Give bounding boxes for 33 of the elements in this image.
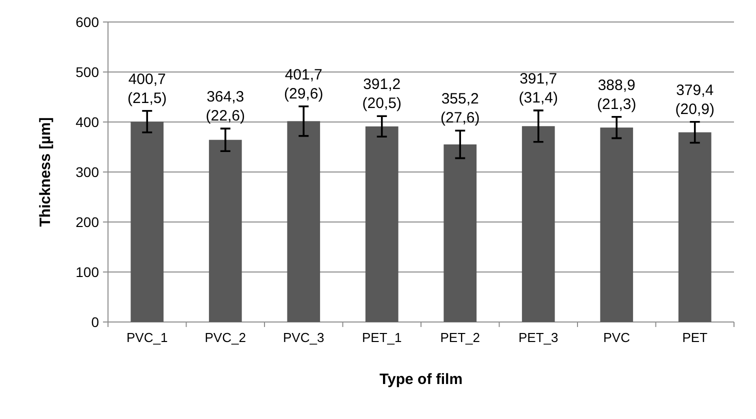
- data-label: 379,4 (20,9): [675, 82, 714, 118]
- bar: [130, 122, 164, 322]
- x-tick-label: PET_1: [362, 330, 402, 345]
- bar: [444, 144, 477, 322]
- bar: [678, 132, 712, 322]
- y-tick-label: 0: [91, 314, 100, 330]
- data-label: 388,9 (21,3): [597, 76, 636, 113]
- y-tick-label: 200: [76, 214, 100, 230]
- data-label: 391,7 (31,4): [518, 70, 558, 106]
- y-tick-label: 300: [76, 164, 100, 180]
- data-label: 401,7 (29,6): [284, 66, 324, 102]
- x-tick-label: PET_2: [440, 330, 480, 345]
- y-axis-title: Thickness [µm]: [37, 117, 54, 227]
- x-axis-title: Type of film: [379, 371, 463, 388]
- bar: [600, 128, 634, 322]
- x-tick-label: PVC_2: [204, 330, 246, 345]
- y-tick-label: 100: [76, 264, 100, 280]
- y-tick-label: 600: [76, 14, 100, 30]
- y-tick-label: 400: [76, 114, 100, 130]
- bar: [522, 126, 555, 322]
- data-label: 364,3 (22,6): [206, 88, 245, 125]
- x-tick-label: PVC_3: [283, 330, 324, 345]
- data-label: 355,2 (27,6): [440, 90, 480, 127]
- bar: [208, 140, 242, 322]
- x-tick-label: PVC: [603, 330, 630, 345]
- x-tick-label: PVC_1: [126, 330, 168, 345]
- bar: [287, 121, 320, 322]
- bar: [365, 126, 398, 322]
- y-tick-label: 500: [76, 64, 100, 80]
- data-label: 400,7 (21,5): [128, 70, 167, 107]
- x-tick-label: PET_3: [518, 330, 558, 345]
- x-tick-label: PET: [682, 330, 708, 345]
- data-label: 391,2 (20,5): [362, 76, 402, 112]
